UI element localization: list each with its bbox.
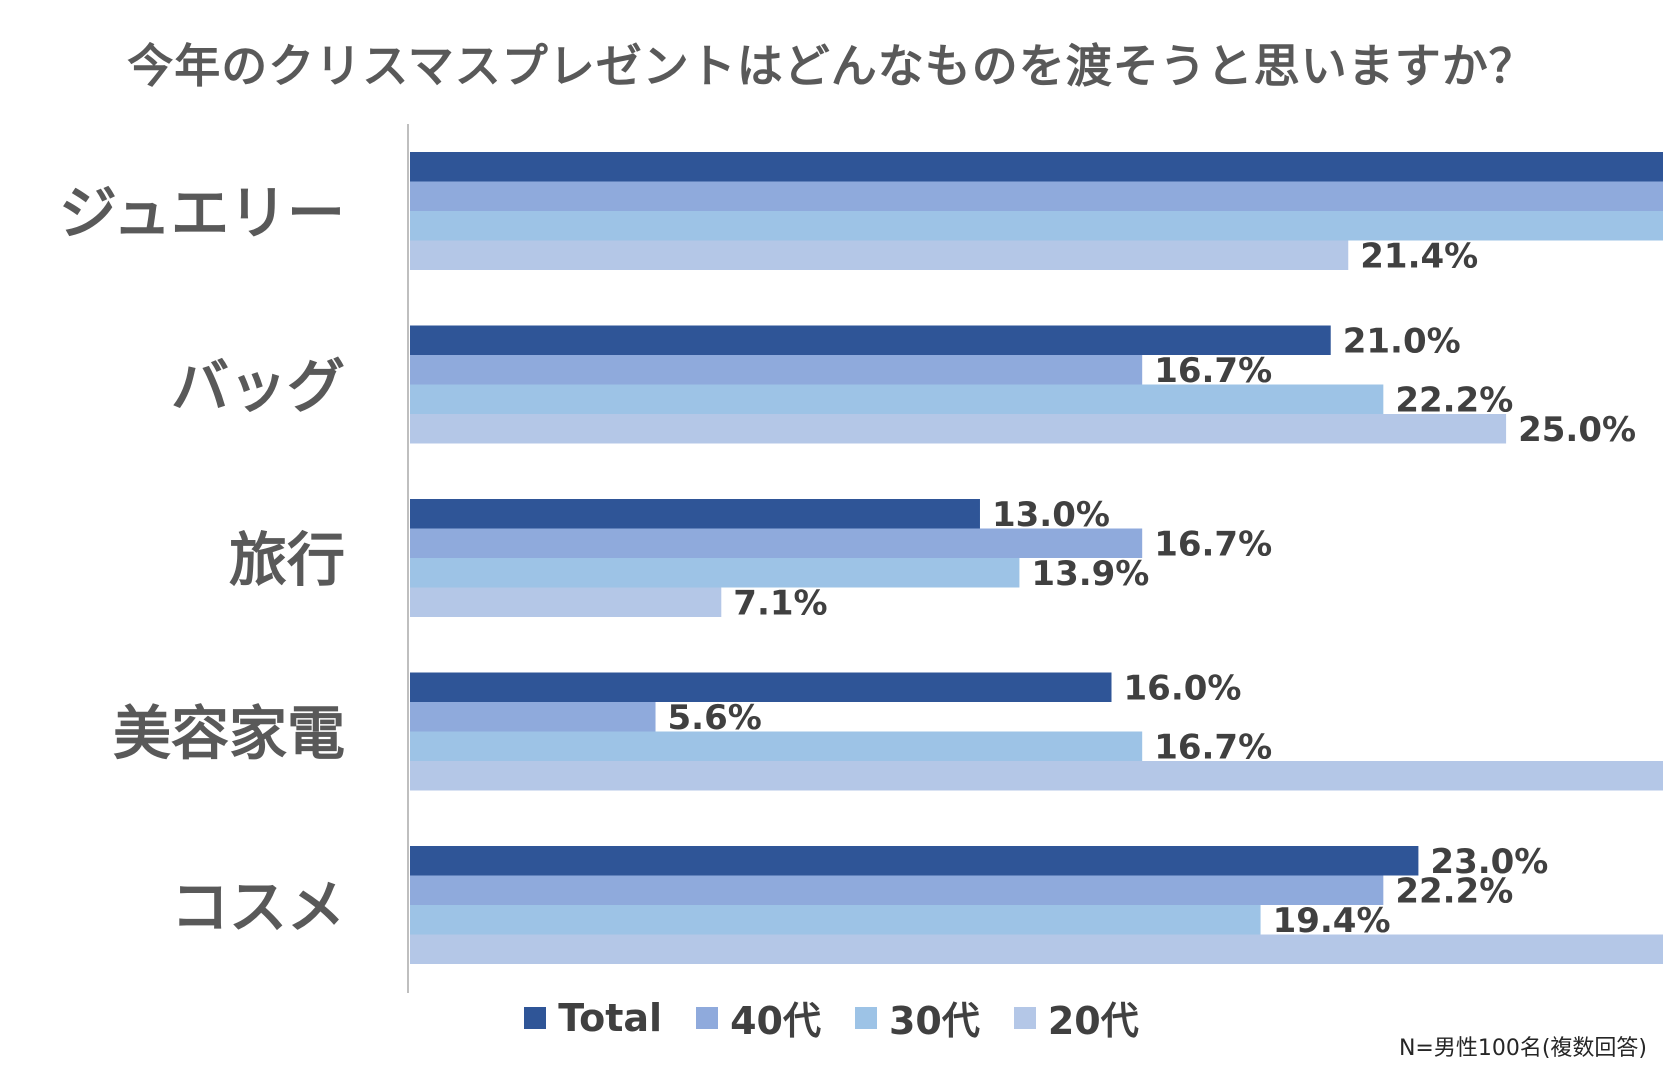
bar [410, 761, 1663, 791]
legend-item: Total [524, 996, 662, 1040]
data-label: 13.9% [1031, 554, 1149, 594]
bar [410, 846, 1419, 876]
category-label: ジュエリー [59, 179, 345, 247]
bar [410, 211, 1663, 241]
data-label: 23.0% [1430, 842, 1548, 882]
bar [410, 528, 1143, 558]
legend-item: 40代 [696, 990, 821, 1045]
bar [410, 499, 980, 529]
data-label: 25.0% [1518, 410, 1636, 450]
category-label: コスメ [171, 873, 345, 941]
bar [410, 240, 1349, 270]
bar [410, 558, 1020, 588]
data-label: 22.2% [1395, 871, 1513, 911]
legend-swatch [524, 1006, 547, 1029]
category-label: 旅行 [229, 526, 345, 594]
bar [410, 731, 1143, 761]
legend-item: 30代 [854, 990, 980, 1045]
data-label: 21.4% [1360, 236, 1478, 276]
data-label: 19.4% [1273, 901, 1391, 941]
legend: Total 40代 30代 20代 [0, 990, 1663, 1045]
legend-label: Total [558, 995, 663, 1040]
legend-label: 20代 [1047, 999, 1139, 1043]
bar [410, 587, 722, 617]
bar [410, 325, 1331, 355]
legend-item: 20代 [1013, 990, 1139, 1045]
data-label: 16.7% [1154, 524, 1272, 564]
bar [410, 934, 1663, 964]
footnote: N=男性100名(複数回答) [1398, 1036, 1647, 1061]
data-label: 16.0% [1124, 668, 1242, 708]
bar [410, 875, 1384, 905]
bar [410, 384, 1384, 414]
category-label: 美容家電 [113, 700, 345, 768]
bars-layer: 29.0%33.3%30.6%21.4%21.0%16.7%22.2%25.0%… [410, 152, 1663, 964]
legend-label: 30代 [888, 999, 980, 1043]
bar [410, 702, 656, 732]
chart-title: 今年のクリスマスプレゼントはどんなものを渡そうと思いますか？ [127, 39, 1536, 93]
category-label: バッグ [171, 353, 345, 421]
bar [410, 181, 1663, 211]
legend-label: 40代 [730, 999, 821, 1043]
data-label: 16.7% [1154, 351, 1272, 391]
data-label: 5.6% [668, 698, 762, 738]
legend-swatch [1013, 1006, 1036, 1029]
legend-swatch [696, 1006, 719, 1029]
data-label: 22.2% [1395, 380, 1513, 420]
bar [410, 414, 1507, 444]
bar [410, 355, 1143, 385]
data-label: 16.7% [1154, 727, 1272, 767]
bar [410, 152, 1663, 182]
bar [410, 905, 1261, 935]
data-label: 7.1% [733, 583, 827, 623]
data-label: 21.0% [1343, 321, 1461, 361]
bar [410, 672, 1112, 702]
data-label: 13.0% [992, 495, 1110, 535]
legend-swatch [854, 1006, 877, 1029]
